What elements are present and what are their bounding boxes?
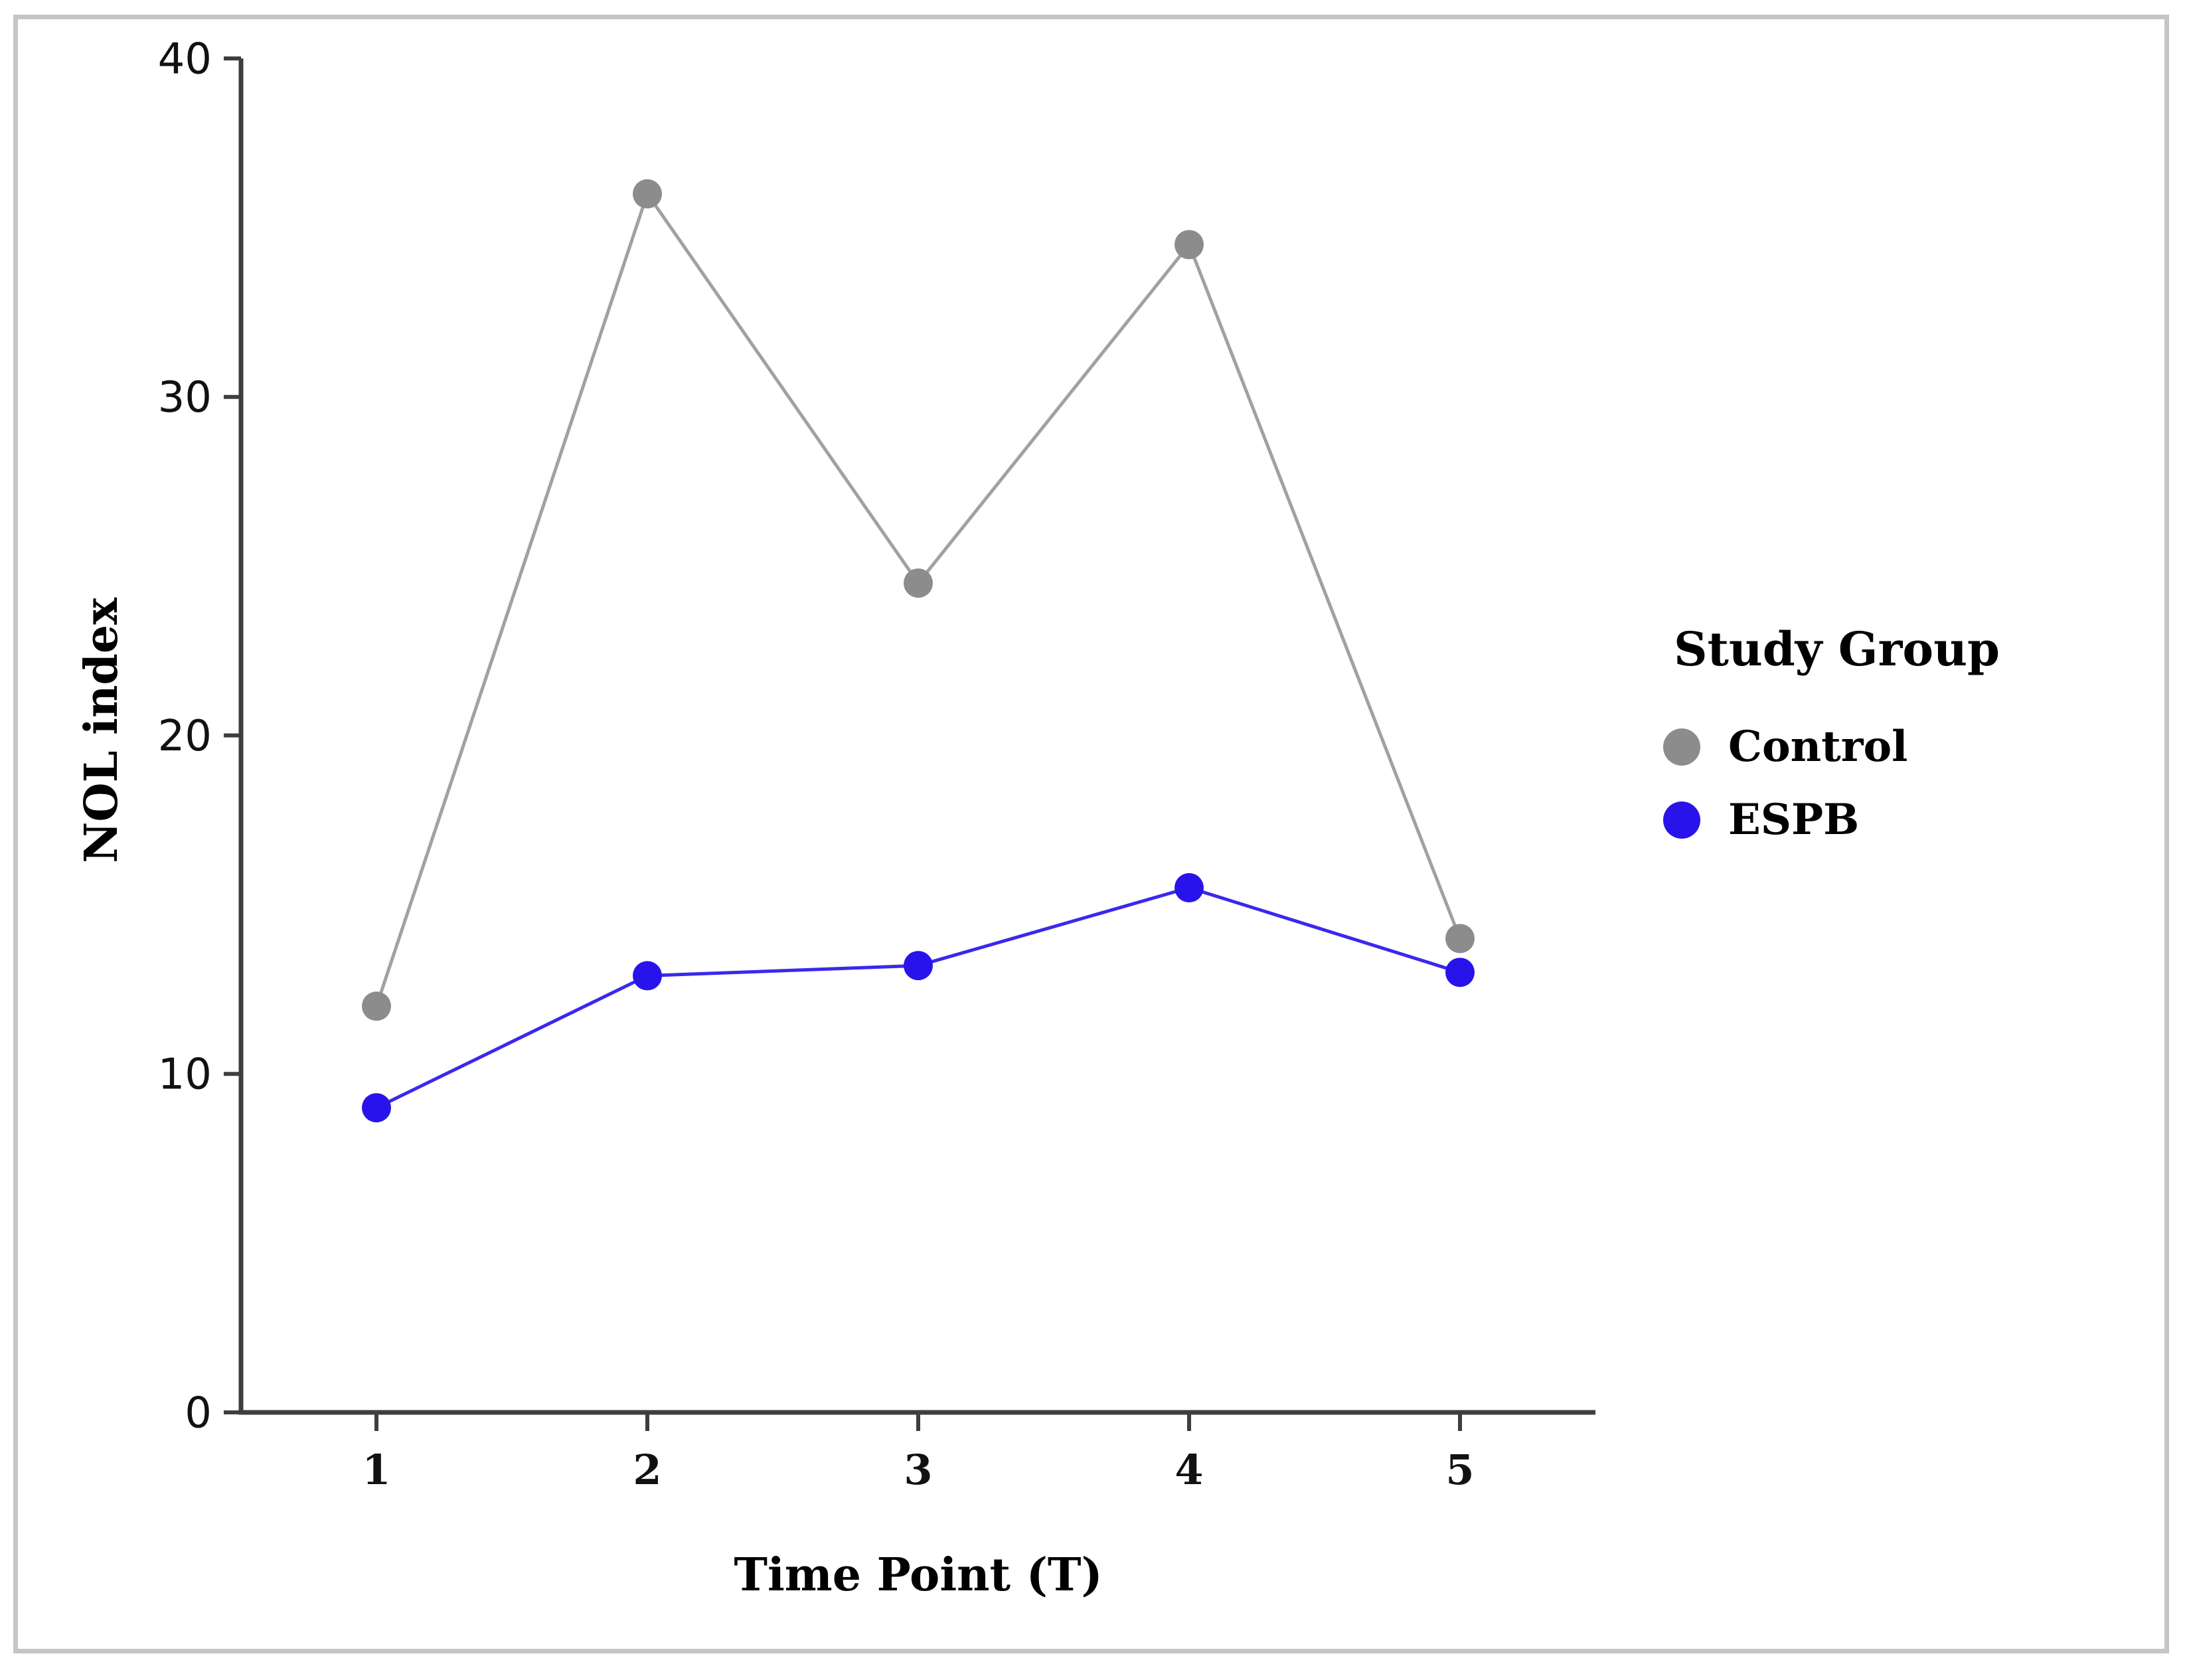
control-point-t1 — [362, 991, 391, 1021]
espb-swatch-icon — [1663, 801, 1700, 839]
espb-point-t1 — [362, 1093, 391, 1123]
y-tick-label: 20 — [158, 712, 212, 761]
legend-item-control: Control — [1663, 721, 2141, 772]
x-tick-label: 5 — [1445, 1446, 1474, 1494]
y-tick-label: 30 — [158, 373, 212, 422]
y-axis-title: NOL index — [75, 598, 128, 863]
legend-label: Control — [1728, 721, 1908, 772]
legend: Study Group Control ESPB — [1663, 622, 2141, 845]
legend-label: ESPB — [1728, 794, 1860, 845]
legend-item-espb: ESPB — [1663, 794, 2141, 845]
espb-point-t2 — [633, 961, 662, 991]
x-axis-title: Time Point (T) — [734, 1549, 1103, 1602]
espb-point-t4 — [1175, 873, 1204, 902]
x-tick-label: 1 — [362, 1446, 390, 1494]
x-tick-label: 4 — [1175, 1446, 1203, 1494]
espb-point-t3 — [904, 951, 933, 981]
legend-title: Study Group — [1674, 622, 2000, 677]
control-point-t3 — [904, 568, 933, 598]
espb-series-line — [375, 886, 1461, 1110]
legend-items: Control ESPB — [1663, 721, 2141, 845]
control-point-t2 — [633, 179, 662, 209]
y-tick-label: 0 — [185, 1388, 212, 1438]
y-tick-label: 40 — [158, 35, 212, 84]
y-tick-label: 10 — [158, 1050, 212, 1100]
x-tick-label: 2 — [633, 1446, 661, 1494]
x-tick-label: 3 — [904, 1446, 932, 1494]
espb-point-t5 — [1445, 958, 1475, 987]
control-point-t4 — [1175, 230, 1204, 260]
control-point-t5 — [1445, 924, 1475, 954]
figure-border — [13, 15, 2169, 1653]
control-series-line — [374, 190, 1462, 1007]
axes-lines — [238, 58, 1595, 1415]
control-swatch-icon — [1663, 728, 1700, 766]
